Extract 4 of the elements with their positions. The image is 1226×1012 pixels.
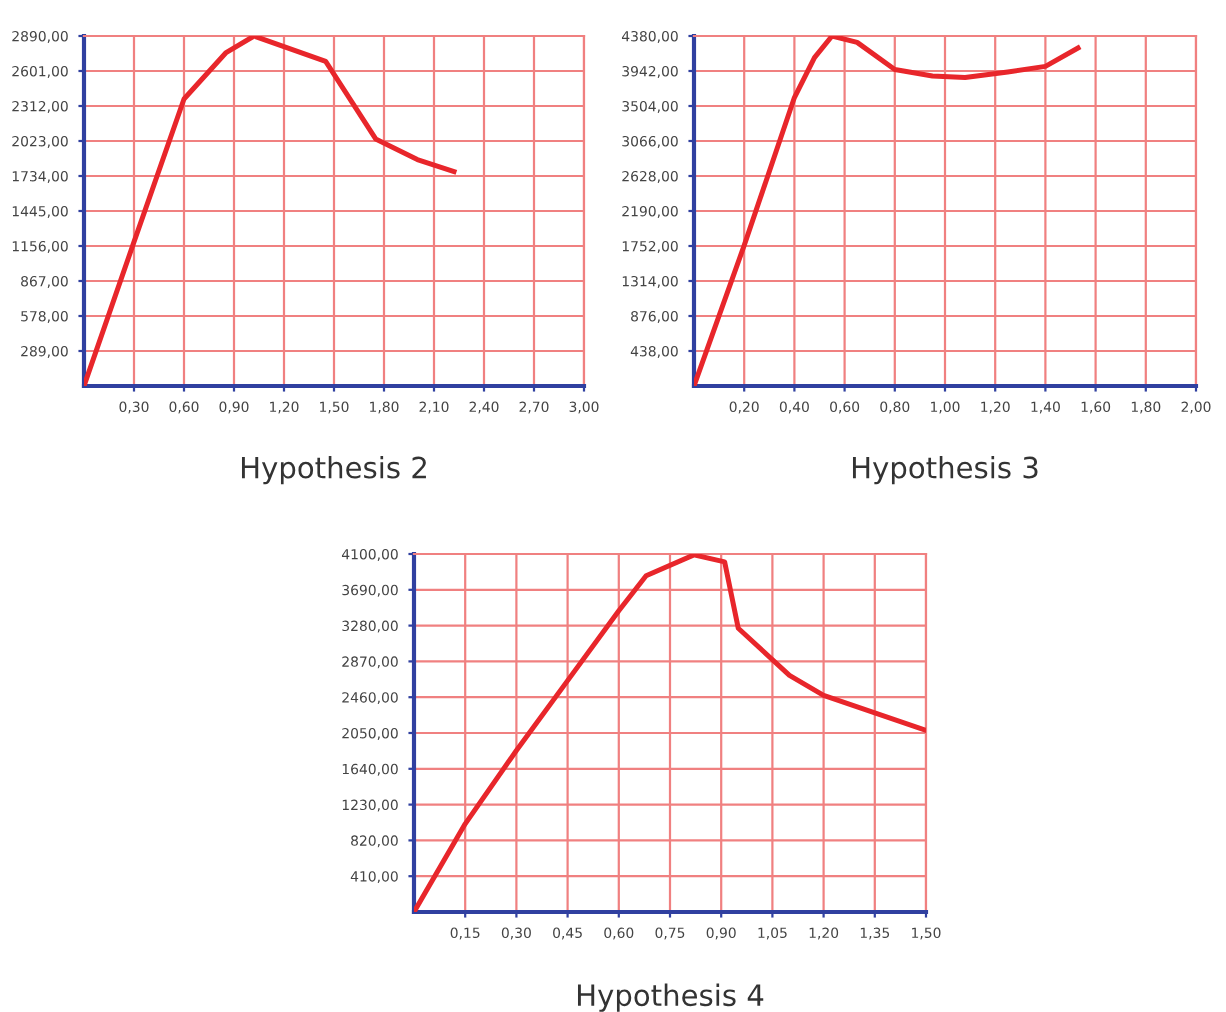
line-series bbox=[414, 554, 926, 912]
text: Hypothesis 4 bbox=[577, 983, 764, 1012]
text: Hypothesis 3 bbox=[852, 456, 1038, 485]
text: Hypothesis 2 bbox=[241, 456, 426, 485]
